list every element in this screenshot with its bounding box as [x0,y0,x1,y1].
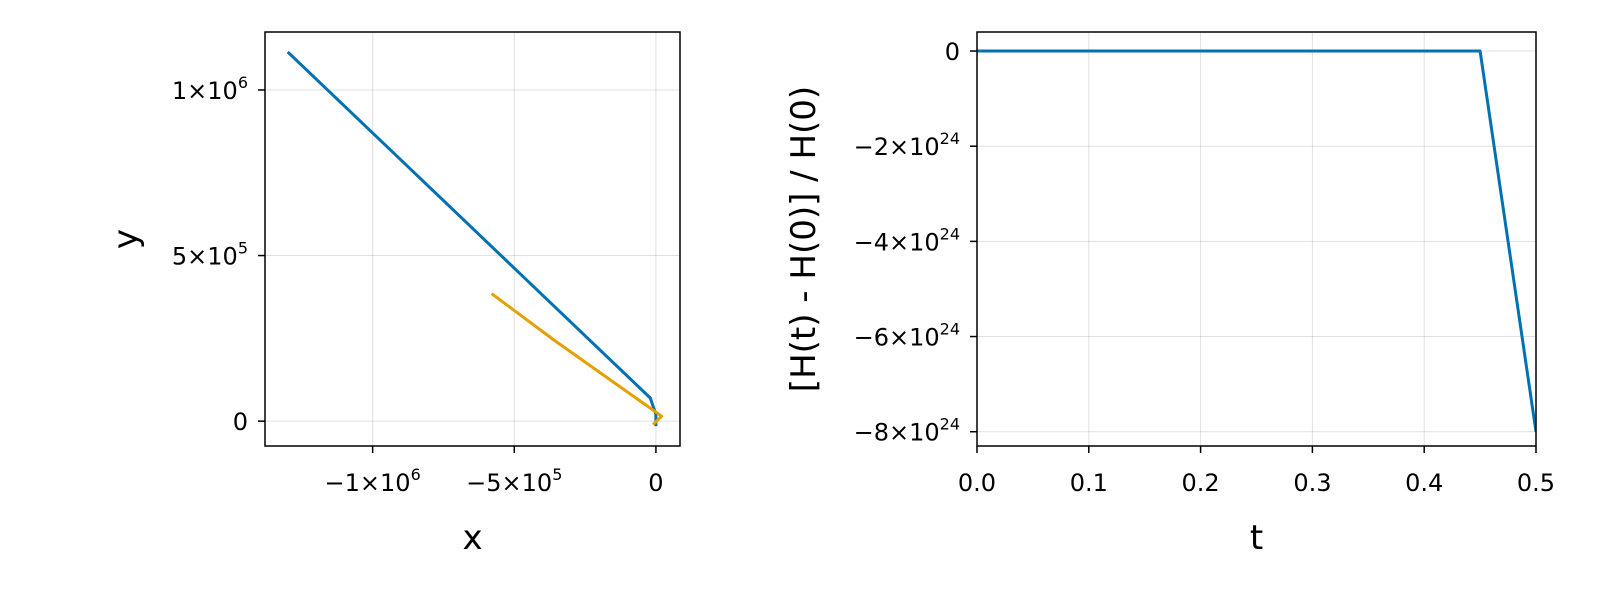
x-tick-label: −1×106 [325,465,421,497]
y-tick-label-mantissa: 1×10 [172,77,238,105]
y-tick-label-exponent: 24 [940,129,960,148]
y-tick-label-exponent: 24 [940,415,960,434]
y-tick-label: 0 [233,408,248,436]
x-tick-label: 0.2 [1182,469,1220,497]
y-tick-label-mantissa: −8×10 [854,419,940,447]
y-tick-label-mantissa: 5×10 [172,243,238,271]
x-tick-label-mantissa: 0 [648,469,663,497]
x-tick-label-exponent: 5 [552,465,562,484]
x-tick-label: −5×105 [466,465,562,497]
series-line-1 [286,50,658,427]
y-tick-label: 5×105 [172,239,248,271]
x-tick-label-mantissa: 0.4 [1405,469,1443,497]
y-tick-label-exponent: 24 [940,320,960,339]
y-tick-label-mantissa: −6×10 [854,324,940,352]
series-line-2 [490,292,664,426]
x-tick-label: 0.3 [1293,469,1331,497]
y-tick-label-exponent: 6 [238,73,248,92]
x-tick-label-mantissa: 0.3 [1293,469,1331,497]
y-tick-label: −8×1024 [854,415,960,447]
x-tick-label-mantissa: −1×10 [325,469,411,497]
x-tick-label-exponent: 6 [411,465,421,484]
y-tick-label: 0 [945,38,960,66]
x-tick-label: 0.1 [1070,469,1108,497]
x-tick-label-mantissa: 0.1 [1070,469,1108,497]
x-tick-label: 0.5 [1517,469,1555,497]
plot-frame [264,31,681,447]
x-tick-label-mantissa: 0.2 [1182,469,1220,497]
y-axis-label: y [106,229,146,249]
y-axis-label: [H(t) - H(0)] / H(0) [784,86,824,392]
x-tick-label: 0.0 [958,469,996,497]
y-tick-label: 1×106 [172,73,248,105]
energy-error-panel: 0.0 0.1 0.2 0.3 0.4 0.50−2×1024−4×1024−6×1024… [784,31,1555,558]
y-tick-label-mantissa: 0 [233,408,248,436]
y-tick-label: −6×1024 [854,320,960,352]
y-tick-label-exponent: 5 [238,239,248,258]
y-tick-label-mantissa: −4×10 [854,228,940,256]
y-tick-label-mantissa: 0 [945,38,960,66]
x-axis-label: x [462,518,482,558]
series-line-1 [977,49,1536,432]
x-tick-label: 0.4 [1405,469,1443,497]
y-tick-label: −2×1024 [854,129,960,161]
x-tick-label-mantissa: −5×10 [466,469,552,497]
y-tick-label: −4×1024 [854,224,960,256]
x-tick-label: 0 [648,469,663,497]
x-tick-label-mantissa: 0.0 [958,469,996,497]
x-axis-label: t [1250,518,1263,558]
y-tick-label-mantissa: −2×10 [854,133,940,161]
x-tick-label-mantissa: 0.5 [1517,469,1555,497]
plot-frame [976,31,1537,447]
y-tick-label-exponent: 24 [940,224,960,243]
